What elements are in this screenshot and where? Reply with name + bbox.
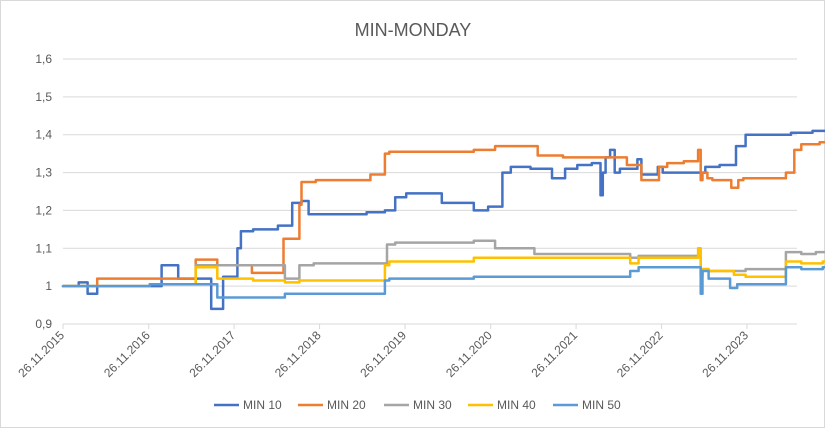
legend-item: MIN 50 [553,398,621,412]
x-tick-label: 26.11.2018 [272,328,324,380]
y-tick-label: 1,2 [35,203,52,217]
x-tick-label: 26.11.2022 [614,328,666,380]
legend-item: MIN 40 [468,398,536,412]
chart-title: MIN-MONDAY [355,20,472,40]
legend-label: MIN 50 [582,398,621,412]
legend-item: MIN 20 [298,398,366,412]
y-axis: 0,9 1 1,1 1,2 1,3 1,4 1,5 1,6 [35,52,52,331]
series-line-min-30 [61,239,825,288]
series-layer [61,129,825,311]
x-axis: 26.11.2015 26.11.2016 26.11.2017 26.11.2018… [15,323,797,380]
x-tick-label: 26.11.2015 [15,328,67,380]
y-tick-label: 0,9 [35,317,52,331]
x-tick-label: 26.11.2019 [357,328,409,380]
x-tick-label: 26.11.2016 [101,328,153,380]
legend-label: MIN 30 [413,398,452,412]
series-line-min-20 [61,141,825,288]
y-tick-label: 1,5 [35,90,52,104]
legend-item: MIN 30 [384,398,452,412]
legend-label: MIN 40 [497,398,536,412]
y-tick-label: 1,1 [35,241,52,255]
legend-label: MIN 20 [327,398,366,412]
y-tick-label: 1,4 [35,128,52,142]
y-tick-label: 1 [45,279,52,293]
series-line-min-10 [61,129,825,311]
x-tick-label: 26.11.2021 [528,328,580,380]
y-tick-label: 1,6 [35,52,52,66]
x-tick-label: 26.11.2020 [443,328,495,380]
x-tick-label: 26.11.2023 [699,328,751,380]
legend-label: MIN 10 [243,398,282,412]
y-tick-label: 1,3 [35,166,52,180]
series-line-min-40 [61,247,825,288]
legend-item: MIN 10 [214,398,282,412]
x-tick-label: 26.11.2017 [186,328,238,380]
grid-layer [63,58,797,325]
legend: MIN 10 MIN 20 MIN 30 MIN 40 MIN 50 [214,398,621,412]
series-line-min-50 [61,265,825,299]
